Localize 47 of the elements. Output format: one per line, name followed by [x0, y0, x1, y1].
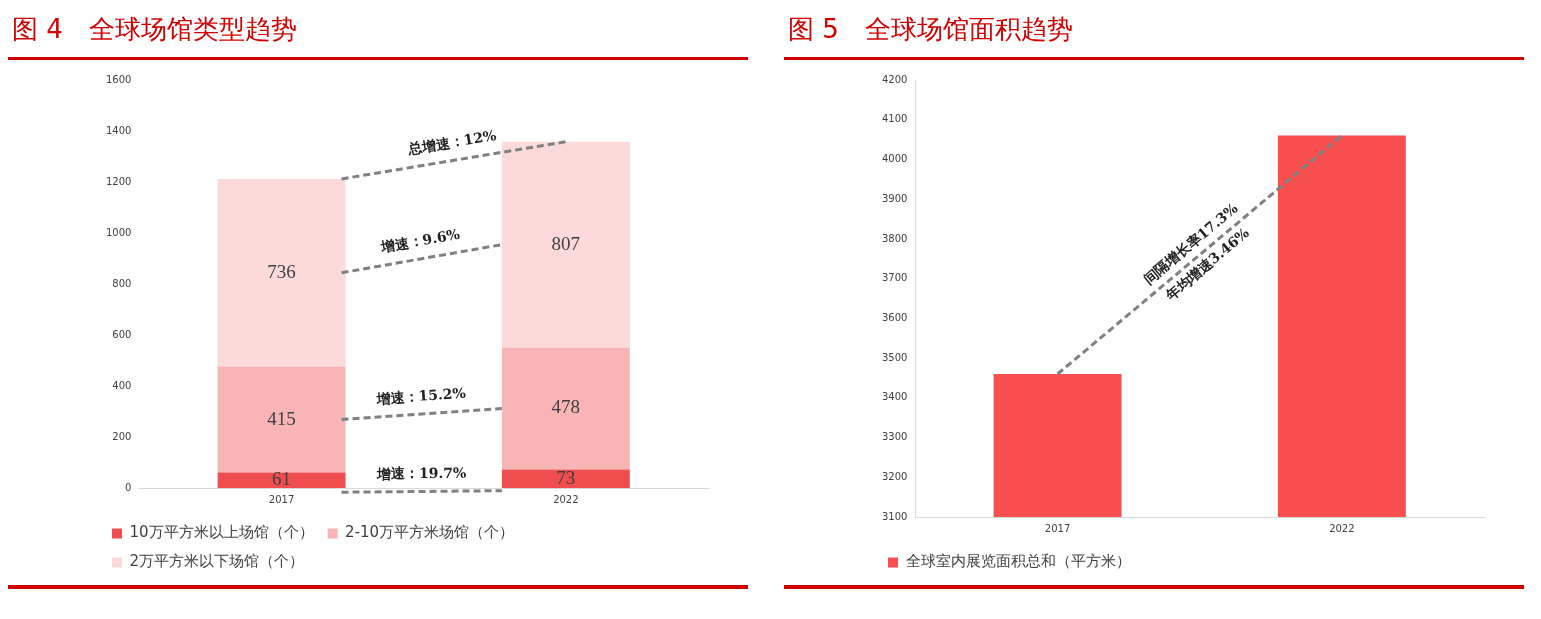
data-label: 807 — [551, 232, 581, 254]
data-label: 415 — [267, 407, 296, 429]
x-tick-label: 2017 — [268, 493, 295, 505]
legend-label: 全球室内展览面积总和（平方米） — [905, 552, 1131, 571]
bar — [217, 178, 346, 367]
data-label: 478 — [551, 396, 581, 418]
y-tick-label: 4000 — [882, 153, 908, 165]
chart-title: 图 4 全球场馆类型趋势 — [11, 13, 298, 46]
y-tick-label: 400 — [112, 379, 132, 391]
x-tick-label: 2022 — [1329, 522, 1355, 534]
data-label: 73 — [556, 466, 576, 488]
y-tick-label: 800 — [112, 277, 132, 289]
annotation: 总增速：12% — [406, 126, 498, 158]
y-tick-label: 1200 — [106, 175, 132, 187]
y-tick-label: 1600 — [106, 73, 132, 85]
legend-label: 2万平方米以下场馆（个） — [129, 552, 305, 571]
x-tick-label: 2017 — [1044, 522, 1071, 534]
bar — [501, 141, 630, 348]
legend-label: 10万平方米以上场馆（个） — [129, 523, 314, 542]
bar — [217, 472, 346, 488]
y-tick-label: 1400 — [106, 124, 132, 136]
data-label: 61 — [272, 468, 292, 490]
legend-label: 2-10万平方米场馆（个） — [345, 523, 515, 542]
y-tick-label: 3600 — [882, 311, 908, 323]
y-tick-label: 3500 — [882, 351, 908, 363]
bar — [501, 347, 630, 470]
x-tick-label: 2022 — [553, 493, 579, 505]
y-tick-label: 200 — [112, 430, 132, 442]
data-label: 736 — [267, 260, 296, 282]
y-tick-label: 3900 — [882, 192, 908, 204]
bar — [501, 469, 630, 488]
y-tick-label: 3800 — [882, 232, 908, 244]
annotation: 增速：19.7% — [375, 464, 467, 482]
y-tick-label: 4200 — [882, 73, 908, 85]
bar — [217, 366, 346, 473]
y-tick-label: 3200 — [882, 470, 908, 482]
y-tick-label: 1000 — [106, 226, 132, 238]
y-tick-label: 3100 — [882, 510, 908, 522]
chart-title: 图 5 全球场馆面积趋势 — [787, 13, 1074, 46]
y-tick-label: 3400 — [882, 391, 908, 403]
y-tick-label: 4100 — [882, 113, 908, 125]
annotation: 增速：15.2% — [375, 384, 467, 407]
y-tick-label: 0 — [125, 481, 132, 493]
y-tick-label: 3700 — [882, 272, 908, 284]
y-tick-label: 600 — [112, 328, 132, 340]
y-tick-label: 3300 — [882, 431, 908, 443]
annotation: 增速：9.6% — [378, 225, 461, 256]
